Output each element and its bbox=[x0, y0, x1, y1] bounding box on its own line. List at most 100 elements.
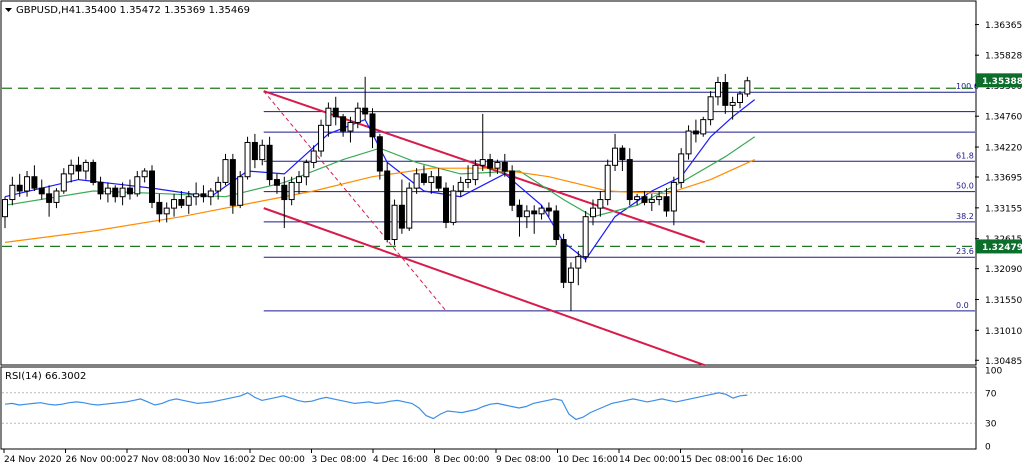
candle-body-down bbox=[149, 170, 155, 203]
candle bbox=[722, 73, 729, 114]
candle-body-up bbox=[744, 80, 751, 95]
candle-body-down bbox=[641, 196, 648, 203]
candle-body-down bbox=[516, 204, 523, 218]
candle-body-up bbox=[119, 187, 126, 198]
price-tag-box bbox=[976, 73, 1022, 88]
symbol-dropdown-icon[interactable] bbox=[5, 8, 12, 12]
candle-body-up bbox=[538, 207, 545, 215]
candle bbox=[193, 182, 200, 206]
price-tick-label: 1.33695 bbox=[985, 174, 1022, 184]
candle-body-down bbox=[97, 181, 104, 195]
candle bbox=[553, 205, 560, 246]
candle-body-up bbox=[310, 150, 317, 163]
rsi-tick-label: 30 bbox=[985, 420, 997, 430]
time-tick-label: 24 Nov 2020 bbox=[4, 455, 62, 465]
time-tick-label: 14 Dec 00:00 bbox=[619, 455, 680, 465]
candle bbox=[479, 113, 486, 172]
candle bbox=[744, 76, 751, 97]
candle-body-up bbox=[318, 124, 325, 152]
candle-body-up bbox=[582, 216, 589, 258]
candle bbox=[340, 113, 347, 137]
time-tick-label: 2 Dec 00:00 bbox=[250, 455, 305, 465]
time-tick-label: 8 Dec 00:00 bbox=[435, 455, 490, 465]
candle bbox=[141, 168, 148, 183]
candle bbox=[24, 171, 31, 197]
candle bbox=[112, 185, 119, 203]
candle bbox=[281, 176, 288, 229]
candle-body-up bbox=[700, 119, 707, 135]
candle-body-up bbox=[656, 196, 663, 201]
candle bbox=[619, 145, 626, 172]
candle bbox=[501, 153, 508, 177]
time-axis: 24 Nov 2020 26 Nov 00:00 27 Nov 08:00 30 No… bbox=[3, 449, 803, 465]
candle-body-down bbox=[626, 159, 633, 201]
price-tick-label: 1.35828 bbox=[985, 52, 1022, 62]
rsi-axis: 100 70 30 0 bbox=[985, 367, 1002, 453]
candle bbox=[251, 133, 258, 169]
time-tick-label: 9 Dec 08:00 bbox=[496, 455, 551, 465]
candle bbox=[104, 182, 111, 203]
candle-body-up bbox=[523, 210, 530, 218]
time-tick-label: 10 Dec 16:00 bbox=[558, 455, 619, 465]
candle bbox=[487, 153, 494, 177]
candle-body-up bbox=[354, 107, 361, 123]
time-tick-label: 16 Dec 16:00 bbox=[742, 455, 803, 465]
candle-body-up bbox=[714, 82, 721, 98]
rsi-panel-frame bbox=[0, 366, 977, 450]
candle bbox=[163, 202, 170, 223]
candle-body-up bbox=[60, 173, 67, 192]
ohlc-text: 1.35400 1.35472 1.35369 1.35469 bbox=[75, 5, 250, 16]
candle-body-up bbox=[597, 199, 604, 209]
rsi-tick-label: 100 bbox=[985, 367, 1002, 377]
candle bbox=[222, 153, 229, 186]
candle-body-up bbox=[406, 187, 413, 229]
price-tag: 1.35388 bbox=[976, 73, 1023, 88]
candle bbox=[9, 176, 16, 206]
price-tag-label: 1.32479 bbox=[982, 243, 1023, 253]
candle bbox=[641, 190, 648, 206]
candle bbox=[450, 185, 457, 226]
price-tag-label: 1.35388 bbox=[982, 77, 1023, 87]
candle-body-down bbox=[38, 187, 45, 195]
price-tick-label: 1.32090 bbox=[985, 265, 1022, 275]
candle-body-up bbox=[479, 159, 486, 166]
candle-body-up bbox=[648, 199, 655, 203]
candle bbox=[685, 125, 692, 160]
candle bbox=[16, 173, 23, 197]
candle bbox=[362, 76, 369, 120]
candle-body-up bbox=[325, 107, 332, 126]
candle bbox=[376, 133, 383, 180]
candle bbox=[178, 190, 185, 209]
channel-line bbox=[263, 207, 706, 367]
candle bbox=[97, 176, 104, 200]
candle-body-down bbox=[376, 136, 383, 172]
candle-body-up bbox=[685, 130, 692, 155]
time-tick-label: 15 Dec 08:00 bbox=[681, 455, 742, 465]
candle bbox=[494, 159, 501, 174]
candle-body-down bbox=[443, 187, 449, 223]
candle-body-down bbox=[251, 141, 258, 161]
candle-body-down bbox=[553, 210, 560, 241]
candle bbox=[567, 262, 574, 311]
dashed-support-resistance bbox=[2, 87, 975, 247]
candle-body-up bbox=[670, 181, 677, 212]
candle-body-down bbox=[16, 184, 23, 192]
candle-body-up bbox=[737, 93, 743, 103]
price-tick-label: 1.34760 bbox=[985, 113, 1022, 123]
candle-body-up bbox=[347, 121, 354, 132]
candle bbox=[82, 159, 89, 180]
price-tag: 1.32479 bbox=[976, 239, 1023, 254]
candle-body-up bbox=[634, 196, 641, 201]
candle bbox=[509, 165, 516, 211]
candle-body-up bbox=[82, 161, 89, 172]
candle-body-up bbox=[303, 161, 310, 178]
candle-body-down bbox=[266, 144, 273, 181]
candle-body-up bbox=[259, 144, 266, 161]
candle-body-down bbox=[178, 199, 185, 206]
candle-body-up bbox=[428, 176, 435, 183]
candle bbox=[428, 171, 435, 194]
candle-body-down bbox=[435, 176, 442, 189]
candle-body-down bbox=[90, 161, 97, 183]
candle bbox=[656, 190, 663, 206]
candle-body-up bbox=[222, 159, 229, 183]
